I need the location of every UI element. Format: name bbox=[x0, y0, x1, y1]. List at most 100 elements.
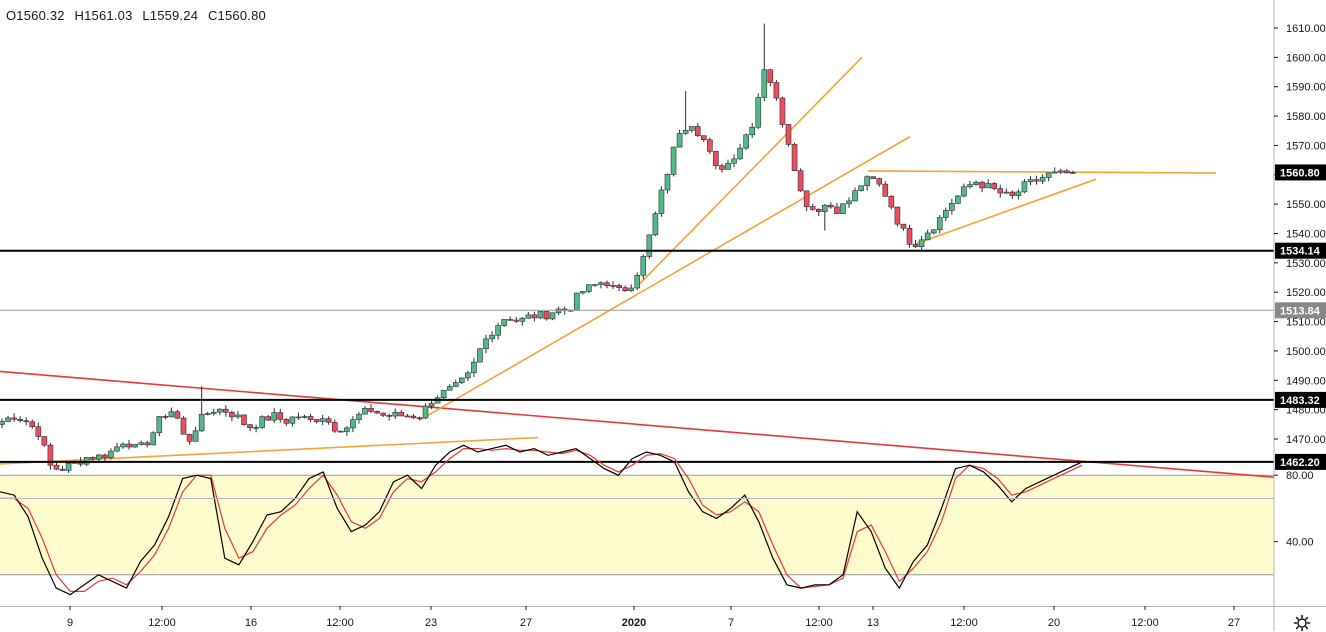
price-badge bbox=[1275, 391, 1326, 408]
stochastic-band-fill bbox=[0, 475, 1274, 575]
price-axis[interactable]: 1470.001480.001490.001500.001510.001520.… bbox=[1274, 23, 1326, 446]
candle-body bbox=[325, 418, 332, 423]
candle-body bbox=[247, 424, 253, 429]
candle-body bbox=[846, 200, 852, 205]
candle-body bbox=[1009, 191, 1016, 196]
candle-body bbox=[17, 418, 23, 422]
candle-body bbox=[477, 348, 483, 363]
price-badges: 1560.80 1534.14 1513.84 1483.32 1462.20 bbox=[1275, 164, 1326, 470]
candle-body bbox=[144, 442, 150, 446]
candle-body bbox=[700, 135, 707, 141]
candle-body bbox=[821, 204, 828, 212]
candle-body bbox=[235, 414, 241, 418]
time-tick-label: 20 bbox=[1048, 617, 1060, 629]
candle-body bbox=[864, 176, 870, 187]
triangle-resistance-line bbox=[867, 170, 1217, 174]
candle-body bbox=[628, 287, 635, 292]
candle-body bbox=[936, 217, 943, 231]
candle-body bbox=[731, 158, 737, 164]
candle-body bbox=[906, 227, 913, 245]
candle-body bbox=[961, 186, 967, 197]
candle-body bbox=[894, 206, 901, 225]
candle-body bbox=[380, 412, 386, 416]
candle-body bbox=[507, 319, 514, 321]
candle-body bbox=[918, 239, 925, 248]
candle-body bbox=[604, 282, 610, 287]
candle-body bbox=[253, 427, 259, 429]
candle-body bbox=[1033, 179, 1040, 182]
candle-body bbox=[519, 317, 526, 322]
candle-body bbox=[622, 287, 628, 292]
candle-body bbox=[592, 284, 598, 286]
candle-body bbox=[392, 412, 399, 417]
price-tick-label: 1470.00 bbox=[1286, 434, 1326, 446]
candle-body bbox=[283, 419, 290, 424]
candle-body bbox=[53, 464, 60, 470]
candle-body bbox=[241, 414, 247, 425]
candle-body bbox=[289, 416, 296, 424]
candle-body bbox=[888, 195, 895, 208]
candle-body bbox=[537, 311, 544, 319]
candle-body bbox=[513, 319, 520, 322]
candle-body bbox=[676, 133, 683, 148]
time-axis[interactable]: 9 12:00 16 12:00 23 27 2020 7 12:00 13 12:00 20 12:0… bbox=[67, 606, 1240, 629]
candle-body bbox=[132, 444, 138, 448]
candle-body bbox=[186, 434, 193, 442]
time-tick-label: 2020 bbox=[622, 617, 646, 629]
gear-icon[interactable] bbox=[1293, 614, 1311, 632]
price-badge-label: 1534.14 bbox=[1280, 246, 1321, 258]
candle-body bbox=[374, 411, 380, 414]
low-value: L1559.24 bbox=[142, 8, 199, 23]
time-tick-label: 13 bbox=[867, 617, 879, 629]
open-value: O1560.32 bbox=[6, 8, 65, 23]
time-tick-label: 16 bbox=[245, 617, 257, 629]
candle-body bbox=[162, 416, 169, 418]
price-tick-label: 1580.00 bbox=[1286, 111, 1326, 123]
candle-body bbox=[713, 151, 719, 166]
time-tick-label: 23 bbox=[425, 617, 437, 629]
candle-body bbox=[809, 206, 816, 210]
price-tick-label: 1510.00 bbox=[1286, 317, 1326, 329]
candle-body bbox=[870, 176, 877, 179]
candle-body bbox=[319, 418, 326, 422]
price-badge-label: 1560.80 bbox=[1280, 167, 1320, 179]
candle-body bbox=[204, 413, 211, 415]
candle-body bbox=[350, 419, 356, 429]
candle-body bbox=[858, 185, 864, 191]
candle-body bbox=[779, 97, 786, 125]
candle-body bbox=[29, 421, 36, 427]
candle-body bbox=[440, 389, 447, 399]
candle-body bbox=[573, 292, 580, 311]
candle-body bbox=[410, 415, 417, 419]
price-tick-label: 1610.00 bbox=[1286, 23, 1326, 35]
price-tick-label: 1490.00 bbox=[1286, 375, 1326, 387]
candle-body bbox=[83, 457, 90, 465]
candle-body bbox=[35, 426, 42, 437]
price-badge bbox=[1275, 164, 1326, 181]
candle-body bbox=[1051, 171, 1058, 174]
candle-body bbox=[785, 124, 792, 145]
candle-body bbox=[598, 282, 604, 285]
candle-body bbox=[912, 244, 919, 248]
candle-body bbox=[682, 130, 689, 134]
stochastic-tick-label: 40.00 bbox=[1286, 537, 1314, 549]
candle-body bbox=[549, 312, 556, 320]
candle-body bbox=[223, 408, 229, 413]
candle-body bbox=[979, 181, 985, 189]
candle-body bbox=[1064, 170, 1070, 174]
candle-body bbox=[422, 405, 429, 419]
candle-body bbox=[65, 463, 72, 471]
candle-body bbox=[5, 417, 11, 422]
trendlines[interactable] bbox=[0, 56, 1275, 478]
candle-body bbox=[828, 204, 834, 208]
candle-body bbox=[217, 408, 223, 413]
candle-body bbox=[471, 361, 477, 374]
candle-body bbox=[180, 417, 187, 435]
stochastic-lines bbox=[0, 444, 1083, 596]
candle-body bbox=[41, 436, 48, 446]
candle-body bbox=[11, 417, 17, 420]
price-badge bbox=[1275, 453, 1326, 470]
candle-body bbox=[761, 69, 768, 98]
